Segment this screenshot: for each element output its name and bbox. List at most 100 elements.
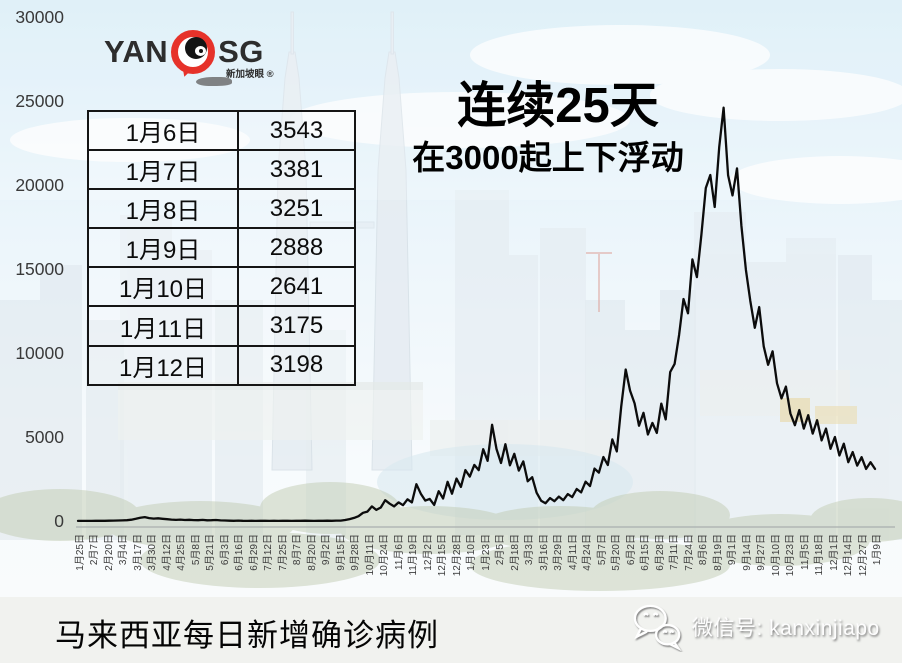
headline-line2: 在3000起上下浮动 bbox=[412, 139, 684, 176]
x-axis-tick-label: 12月28日 bbox=[451, 534, 463, 577]
table-date-cell: 1月6日 bbox=[89, 112, 239, 150]
x-axis-tick-label: 8月7日 bbox=[292, 534, 304, 566]
x-axis-tick-label: 6月16日 bbox=[234, 534, 246, 571]
y-axis-tick-label: 25000 bbox=[15, 91, 64, 111]
x-axis-tick-label: 5月21日 bbox=[205, 534, 217, 571]
x-axis-tick-label: 9月28日 bbox=[350, 534, 362, 571]
x-axis-tick-label: 8月20日 bbox=[306, 534, 318, 571]
cases-line-series bbox=[76, 106, 877, 523]
wechat-icon bbox=[633, 604, 682, 652]
table-row: 1月11日 3175 bbox=[89, 305, 354, 345]
wechat-credit: 微信号: kanxinjiapo bbox=[630, 602, 880, 652]
x-axis-tick-label: 3月17日 bbox=[132, 534, 144, 571]
table-value-cell: 3198 bbox=[269, 351, 324, 379]
x-axis-tick-label: 1月25日 bbox=[75, 534, 86, 571]
magnifier-panda-icon bbox=[171, 30, 216, 79]
y-axis-tick-label: 10000 bbox=[15, 343, 64, 363]
y-axis-tick-label: 0 bbox=[54, 511, 64, 531]
x-axis-tick-label: 2月5日 bbox=[495, 534, 507, 566]
table-row: 1月12日 3198 bbox=[89, 344, 354, 384]
x-axis-tick-label: 2月7日 bbox=[89, 534, 101, 566]
x-axis-tick-label: 1月9日 bbox=[872, 534, 883, 566]
x-axis-tick-label: 12月1日 bbox=[828, 534, 840, 571]
table-date-cell: 1月9日 bbox=[89, 229, 239, 267]
wechat-id-label: 微信号: kanxinjiapo bbox=[692, 617, 880, 640]
x-axis-tick-label: 2月20日 bbox=[103, 534, 115, 571]
logo-subtext: 新加坡眼 ® bbox=[226, 69, 274, 80]
footer-band bbox=[0, 597, 902, 663]
x-axis-tick-label: 3月16日 bbox=[538, 534, 550, 571]
x-axis-tick-label: 11月6日 bbox=[393, 534, 405, 570]
yan-sg-logo: YAN SG 新加坡眼 ® bbox=[104, 30, 274, 86]
y-axis-tick-label: 5000 bbox=[25, 427, 64, 447]
x-axis-tick-label: 5月8日 bbox=[190, 534, 202, 566]
x-axis-tick-label: 6月15日 bbox=[640, 534, 652, 571]
x-axis-tick-label: 10月10日 bbox=[770, 534, 782, 577]
table-row: 1月9日 2888 bbox=[89, 227, 354, 267]
y-axis-tick-label: 30000 bbox=[15, 7, 64, 27]
x-axis-tick-label: 8月19日 bbox=[712, 534, 724, 571]
table-value-cell: 3543 bbox=[269, 116, 324, 144]
x-axis-tick-label: 4月11日 bbox=[567, 534, 579, 570]
x-axis-tick-label: 12月27日 bbox=[857, 534, 869, 577]
x-axis-tick-label: 6月29日 bbox=[248, 534, 260, 571]
table-value-cell: 2888 bbox=[269, 233, 324, 261]
x-axis-tick-label: 1月23日 bbox=[480, 534, 492, 571]
x-axis-tick-label: 12月14日 bbox=[843, 534, 855, 577]
x-axis-tick-label: 9月14日 bbox=[741, 534, 753, 571]
singapore-map-icon bbox=[196, 77, 232, 86]
x-axis-tick-label: 11月19日 bbox=[408, 534, 420, 576]
x-axis-tick-label: 3月30日 bbox=[147, 534, 159, 571]
x-axis-tick-label: 6月3日 bbox=[219, 534, 231, 566]
y-axis-tick-label: 15000 bbox=[15, 259, 64, 279]
x-axis-tick-label: 7月11日 bbox=[669, 534, 681, 570]
x-axis-tick-label: 11月18日 bbox=[814, 534, 826, 576]
headline-line1: 连续25天 bbox=[457, 79, 659, 133]
x-axis-tick-label: 4月12日 bbox=[161, 534, 173, 571]
chart-caption: 马来西亚每日新增确诊病例 bbox=[55, 618, 439, 653]
x-axis-tick-label: 11月5日 bbox=[799, 534, 811, 570]
x-axis-tick-label: 10月23日 bbox=[785, 534, 797, 577]
x-axis-tick-label: 9月1日 bbox=[727, 534, 739, 566]
x-axis-tick-label: 4月25日 bbox=[176, 534, 188, 571]
table-value-cell: 3381 bbox=[269, 155, 324, 183]
x-axis-tick-label: 7月25日 bbox=[277, 534, 289, 571]
x-axis-tick-label: 9月2日 bbox=[321, 534, 333, 566]
table-row: 1月6日 3543 bbox=[89, 112, 354, 150]
table-date-cell: 1月7日 bbox=[89, 151, 239, 189]
x-axis-tick-label: 9月27日 bbox=[756, 534, 768, 571]
table-value-cell: 2641 bbox=[269, 272, 324, 300]
table-date-cell: 1月8日 bbox=[89, 190, 239, 228]
x-axis-tick-label: 7月12日 bbox=[263, 534, 275, 571]
x-axis-tick-label: 9月15日 bbox=[335, 534, 347, 571]
x-axis-tick-label: 4月24日 bbox=[582, 534, 594, 571]
table-value-cell: 3251 bbox=[269, 194, 324, 222]
x-axis-tick-label: 8月6日 bbox=[698, 534, 710, 566]
y-axis-tick-label: 20000 bbox=[15, 175, 64, 195]
x-axis-tick-label: 5月20日 bbox=[611, 534, 623, 571]
table-row: 1月8日 3251 bbox=[89, 188, 354, 228]
daily-cases-table: 1月6日 3543 1月7日 3381 1月8日 3251 1月9日 2888 1月10日 264… bbox=[87, 110, 356, 386]
table-date-cell: 1月11日 bbox=[89, 307, 239, 345]
table-row: 1月7日 3381 bbox=[89, 149, 354, 189]
x-axis-tick-label: 7月24日 bbox=[683, 534, 695, 571]
table-date-cell: 1月12日 bbox=[89, 346, 239, 384]
x-axis-tick-label: 1月10日 bbox=[466, 534, 478, 571]
x-axis-tick-label: 5月7日 bbox=[596, 534, 608, 566]
x-axis-tick-label: 10月11日 bbox=[364, 534, 376, 576]
x-axis-tick-label: 6月2日 bbox=[625, 534, 637, 566]
x-axis-tick-label: 10月24日 bbox=[379, 534, 391, 577]
logo-text-sg: SG bbox=[218, 34, 264, 69]
table-row: 1月10日 2641 bbox=[89, 266, 354, 306]
x-axis-tick-label: 2月18日 bbox=[509, 534, 521, 571]
x-axis-tick-label: 3月29日 bbox=[553, 534, 565, 571]
table-value-cell: 3175 bbox=[269, 312, 324, 340]
x-axis-tick-label: 3月4日 bbox=[118, 534, 130, 566]
x-axis-tick-label: 12月2日 bbox=[422, 534, 434, 571]
x-axis-tick-label: 12月15日 bbox=[437, 534, 449, 577]
table-date-cell: 1月10日 bbox=[89, 268, 239, 306]
x-axis-tick-label: 6月28日 bbox=[654, 534, 666, 571]
x-axis-tick-label: 3月3日 bbox=[524, 534, 536, 566]
